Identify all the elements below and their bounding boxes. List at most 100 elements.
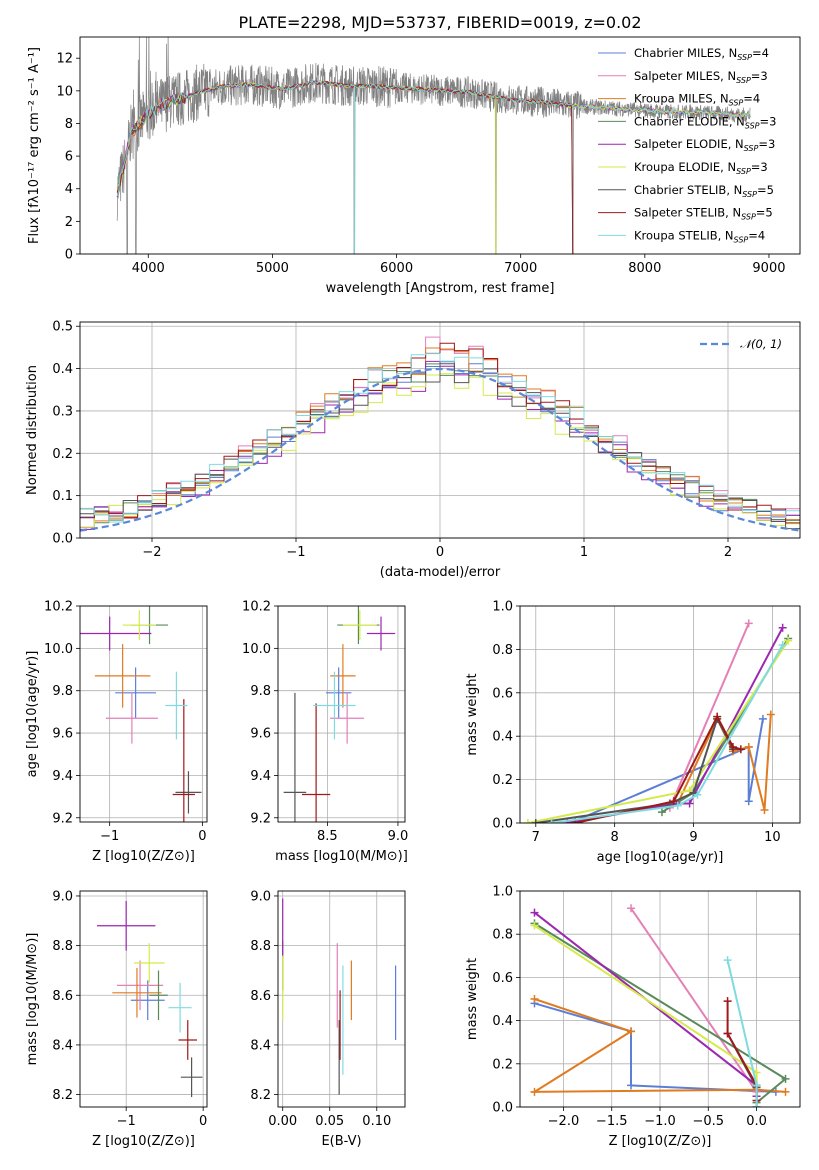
y-tick-label: 9.6	[52, 727, 73, 742]
weight-marker-0	[744, 797, 753, 806]
y-tick-label: 9.2	[250, 811, 271, 826]
weight-marker-2	[744, 743, 753, 752]
weight-marker-2	[781, 1087, 790, 1096]
legend-entry-6: Chabrier STELIB, NSSP=5	[634, 183, 774, 199]
panel-age-vs-Z: −1 0 9.2 9.4 9.6 9.8 10.0 10.2 Z [log10(Z/Z⊙)] ag…	[25, 600, 208, 864]
y-tick-label: 0.1	[52, 489, 73, 504]
plot-area-mass-vs-Z	[96, 900, 203, 1098]
x-tick-label: 0	[198, 829, 206, 844]
x-axis-label: Z [log10(Z/Z⊙)]	[92, 1134, 195, 1149]
axes-frame	[79, 890, 208, 1108]
legend-entry-0: Chabrier MILES, NSSP=4	[634, 46, 769, 62]
x-tick-label: −1	[286, 545, 305, 560]
y-tick-label: 0.4	[492, 1014, 513, 1029]
weight-marker-0	[758, 714, 767, 723]
axes-frame	[79, 321, 801, 539]
panel-age-vs-mass: 8.5 9.0 9.2 9.4 9.6 9.8 10.0 10.2 mass [log10(M/…	[242, 600, 408, 865]
y-tick-label: 0.6	[492, 686, 513, 701]
y-tick-label: 9.2	[52, 811, 73, 826]
y-tick-label: 0	[65, 248, 73, 263]
axes-frame	[79, 36, 801, 255]
x-axis-label: E(B-V)	[321, 1134, 361, 1149]
x-tick-label: −0.5	[692, 1114, 724, 1129]
y-tick-label: 2	[65, 215, 73, 230]
weight-line-0	[534, 1002, 776, 1093]
axes-frame	[79, 605, 208, 823]
weight-marker-8	[778, 641, 787, 650]
y-tick-label: 10.2	[44, 600, 73, 615]
model-spectrum-6	[116, 80, 574, 254]
y-axis-label: mass weight	[465, 673, 480, 755]
legend-entry-3: Chabrier ELODIE, NSSP=3	[634, 114, 776, 130]
axes-frame	[519, 890, 801, 1108]
y-tick-label: 0.2	[492, 773, 513, 788]
weight-line-5	[533, 924, 758, 1107]
y-tick-label: 0.8	[492, 643, 513, 658]
weight-marker-2	[766, 710, 775, 719]
x-tick-label: 0.00	[268, 1114, 297, 1129]
x-tick-label: 0.10	[362, 1114, 391, 1129]
x-tick-label: 8.5	[317, 829, 338, 844]
axes-frame	[277, 605, 406, 823]
y-tick-label: 0.4	[492, 730, 513, 745]
y-tick-label: 0.0	[52, 532, 73, 547]
x-tick-label: 8	[611, 830, 619, 845]
y-tick-label: 1.0	[492, 885, 513, 900]
y-tick-label: 10.0	[44, 642, 73, 657]
x-tick-label: −1	[100, 829, 119, 844]
x-tick-label: −1.0	[644, 1114, 676, 1129]
y-axis-label: Normed distribution	[25, 365, 40, 495]
panel-mass-weight-vs-age: 7 8 9 10 0.0 0.2 0.4 0.6 0.8 1.0 age [log10(age/yr…	[465, 600, 801, 865]
x-axis-label: age [log10(age/yr)]	[597, 850, 724, 865]
y-tick-label: 9.0	[52, 889, 73, 904]
y-tick-label: 8	[65, 117, 73, 132]
x-tick-label: 0	[199, 1114, 207, 1129]
x-tick-label: −2	[142, 545, 161, 560]
weight-marker-1	[627, 904, 636, 913]
y-tick-label: 0.5	[52, 320, 73, 335]
plot-area-mass-weight-vs-Z	[530, 904, 790, 1107]
plot-area-residuals	[80, 336, 800, 532]
y-tick-label: 9.8	[52, 684, 73, 699]
y-tick-label: 0.2	[492, 1057, 513, 1072]
x-tick-label: 0.0	[746, 1114, 767, 1129]
plot-area-age-vs-mass	[283, 606, 396, 822]
x-axis-label: Z [log10(Z/Z⊙)]	[92, 849, 195, 864]
y-tick-label: 10.2	[242, 600, 271, 615]
legend-entry-1: Salpeter MILES, NSSP=3	[634, 69, 768, 85]
weight-line-4	[533, 911, 758, 1097]
y-tick-label: 8.8	[250, 939, 271, 954]
y-axis-label: Flux [fλ10⁻¹⁷ erg cm⁻² s⁻¹ A⁻¹]	[27, 47, 42, 244]
weight-marker-5	[523, 819, 532, 823]
x-tick-label: 10	[764, 830, 781, 845]
y-tick-label: 0.0	[492, 1101, 513, 1116]
y-tick-label: 9.6	[250, 727, 271, 742]
weight-marker-8	[752, 1081, 761, 1090]
weight-marker-8	[673, 801, 682, 810]
x-tick-label: 2	[724, 545, 732, 560]
legend-entry-2: Kroupa MILES, NSSP=4	[634, 92, 760, 108]
y-tick-label: 0.6	[492, 971, 513, 986]
weight-line-1	[630, 907, 758, 1093]
weight-line-0	[574, 718, 764, 822]
x-axis-label: (data-model)/error	[380, 565, 501, 580]
weight-marker-2	[627, 1027, 636, 1036]
x-tick-label: 5000	[256, 261, 289, 276]
weight-marker-2	[760, 805, 769, 814]
legend-entry-4: Salpeter ELODIE, NSSP=3	[634, 137, 775, 153]
weight-marker-2	[530, 1087, 539, 1096]
weight-marker-7	[723, 1029, 732, 1038]
y-tick-label: 8.2	[52, 1088, 73, 1103]
plot-area-spectrum	[116, 37, 751, 254]
gaussian-curve	[80, 367, 800, 532]
weight-marker-4	[530, 908, 539, 917]
panel-mass-vs-EBV: 0.00 0.05 0.10 8.2 8.4 8.6 8.8 9.0 E(B-V)	[250, 889, 406, 1149]
weight-marker-7	[728, 743, 737, 752]
legend-entry-7: Salpeter STELIB, NSSP=5	[634, 206, 773, 222]
x-axis-label: wavelength [Angstrom, rest frame]	[326, 281, 555, 296]
weight-marker-8	[547, 819, 556, 823]
observed-spectrum-line	[116, 37, 751, 254]
y-tick-label: 0.0	[492, 817, 513, 832]
weight-marker-7	[713, 712, 722, 721]
legend-entry-8: Kroupa STELIB, NSSP=4	[634, 228, 765, 244]
